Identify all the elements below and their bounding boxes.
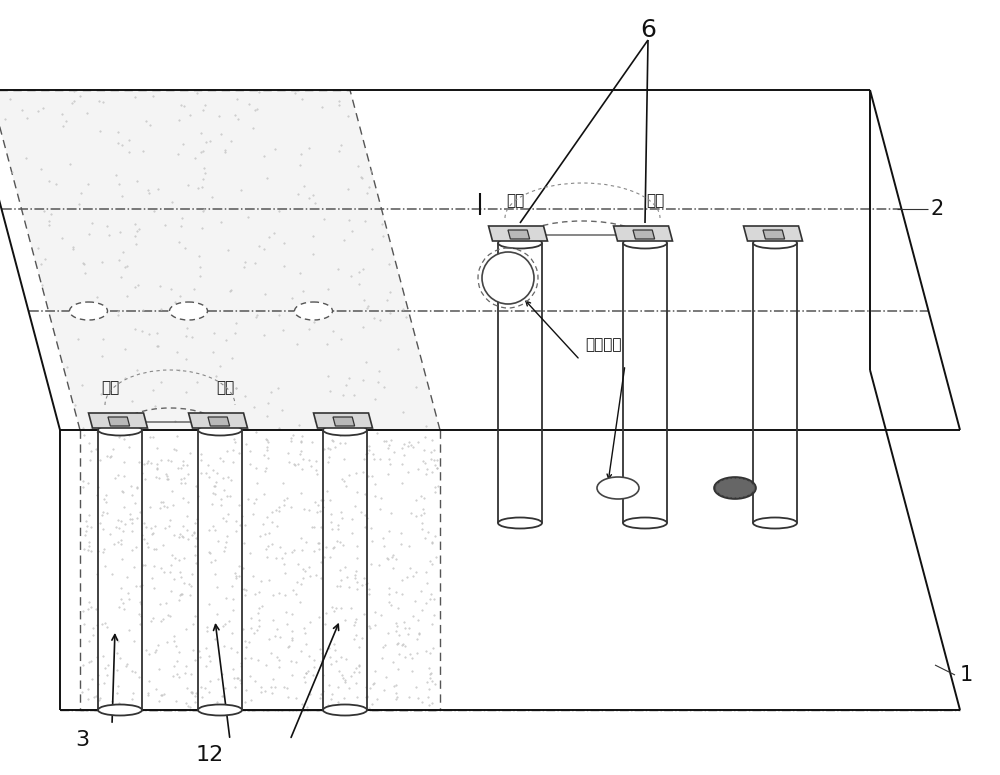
Ellipse shape xyxy=(323,704,367,715)
Text: 端口: 端口 xyxy=(216,381,234,395)
Ellipse shape xyxy=(623,518,667,529)
Ellipse shape xyxy=(198,704,242,715)
Polygon shape xyxy=(508,230,530,239)
Ellipse shape xyxy=(294,302,332,320)
Text: 2: 2 xyxy=(930,199,943,219)
Ellipse shape xyxy=(70,302,108,320)
Ellipse shape xyxy=(198,425,242,436)
Ellipse shape xyxy=(98,425,142,436)
Text: 1: 1 xyxy=(960,665,973,685)
Text: 耦合噪声: 耦合噪声 xyxy=(585,337,622,353)
Polygon shape xyxy=(614,226,672,241)
Polygon shape xyxy=(314,413,372,428)
Polygon shape xyxy=(744,226,802,241)
Polygon shape xyxy=(0,90,440,430)
Ellipse shape xyxy=(498,518,542,529)
Polygon shape xyxy=(208,417,230,426)
Text: 端口: 端口 xyxy=(101,381,119,395)
Polygon shape xyxy=(108,417,130,426)
Text: 端口: 端口 xyxy=(506,194,524,208)
Ellipse shape xyxy=(714,477,756,499)
Text: 端口: 端口 xyxy=(646,194,664,208)
Ellipse shape xyxy=(716,478,754,498)
Polygon shape xyxy=(489,226,548,241)
Ellipse shape xyxy=(753,237,797,249)
Polygon shape xyxy=(89,413,148,428)
Ellipse shape xyxy=(323,425,367,436)
Polygon shape xyxy=(633,230,655,239)
Polygon shape xyxy=(189,413,248,428)
Ellipse shape xyxy=(623,237,667,249)
Text: 3: 3 xyxy=(75,730,89,750)
Polygon shape xyxy=(333,417,355,426)
Ellipse shape xyxy=(753,518,797,529)
Ellipse shape xyxy=(597,477,639,499)
Text: 6: 6 xyxy=(640,18,656,42)
Text: 12: 12 xyxy=(196,745,224,765)
Ellipse shape xyxy=(98,704,142,715)
Polygon shape xyxy=(763,230,785,239)
Ellipse shape xyxy=(482,252,534,304)
Ellipse shape xyxy=(170,302,208,320)
Ellipse shape xyxy=(498,237,542,249)
